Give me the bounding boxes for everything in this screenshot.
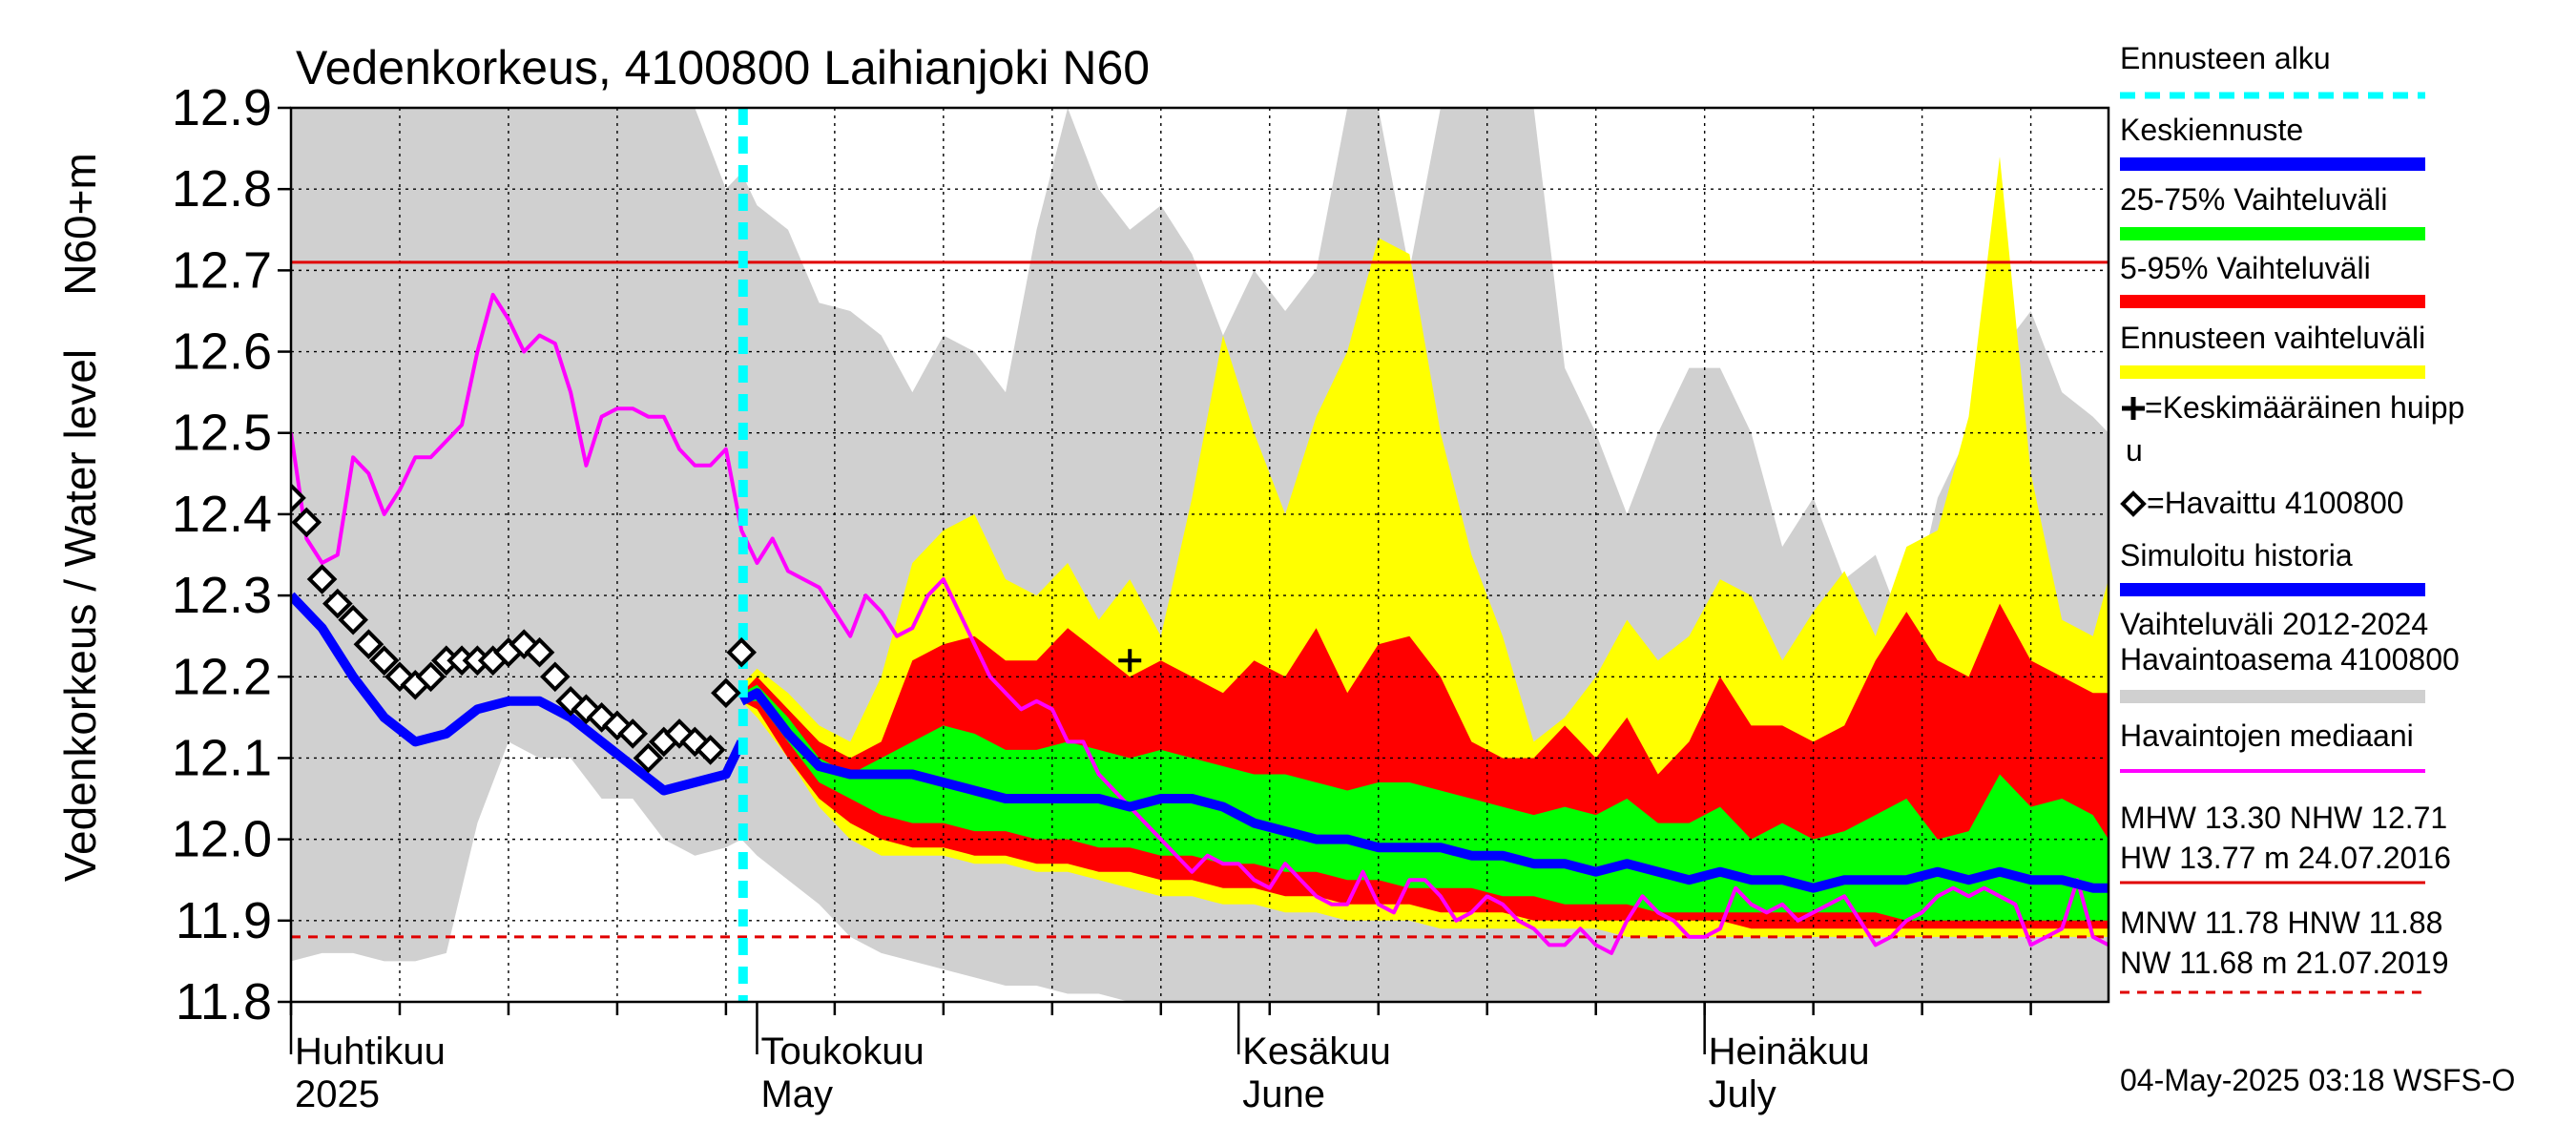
- y-tick-label: 12.1: [172, 729, 272, 786]
- observed-point: [368, 645, 400, 677]
- stats-line: MHW 13.30 NHW 12.71: [2120, 801, 2447, 835]
- legend-label: =Havaittu 4100800: [2147, 486, 2404, 520]
- legend-label: Havaintojen mediaani: [2120, 718, 2414, 753]
- month-label-fi: Heinäkuu: [1709, 1030, 1870, 1072]
- observed-point: [509, 629, 540, 660]
- observed-point: [586, 702, 617, 733]
- observed-point: [633, 742, 664, 774]
- y-tick-label: 12.3: [172, 567, 272, 624]
- observed-point: [322, 588, 353, 619]
- observed-point: [306, 564, 338, 594]
- y-tick-label: 12.5: [172, 405, 272, 462]
- mean-peak-marker: [1118, 649, 1142, 673]
- plot-area: [289, 106, 2110, 1004]
- legend-label: Ennusteen alku: [2120, 41, 2331, 75]
- y-tick-label: 12.0: [172, 811, 272, 868]
- footer-timestamp: 04-May-2025 03:18 WSFS-O: [2120, 1063, 2515, 1097]
- y-tick-label: 12.4: [172, 486, 272, 543]
- legend-plus-icon: [2122, 397, 2145, 420]
- observed-point: [338, 604, 368, 635]
- observed-point: [291, 483, 306, 513]
- plot-frame: [289, 106, 2110, 1004]
- legend-label: Simuloitu historia: [2120, 538, 2353, 572]
- series-Keskiennuste: [738, 688, 2109, 893]
- series-Havaintojen mediaani: [291, 292, 2109, 955]
- month-label-en: July: [1709, 1073, 1776, 1115]
- legend-diamond-icon: [2120, 490, 2147, 517]
- legend-label: u: [2126, 433, 2143, 468]
- observed-point: [415, 661, 447, 693]
- y-axis-unit: N60+m: [55, 153, 105, 296]
- y-tick-label: 12.8: [172, 160, 272, 218]
- legend-label: Vaihteluväli 2012-2024: [2120, 607, 2428, 641]
- observed-point: [726, 636, 758, 668]
- observed-point: [524, 636, 555, 668]
- legend-label: 5-95% Vaihteluväli: [2120, 251, 2371, 285]
- observed-point: [539, 661, 571, 693]
- month-label-fi: Kesäkuu: [1242, 1030, 1391, 1072]
- observed-point: [602, 710, 633, 741]
- observed-point: [291, 507, 322, 538]
- legend-label: Ennusteen vaihteluväli: [2120, 321, 2425, 355]
- observed-point: [695, 735, 726, 765]
- y-tick-label: 12.7: [172, 241, 272, 299]
- y-tick-label: 12.9: [172, 79, 272, 136]
- legend-label: =Keskimääräinen huipp: [2145, 390, 2464, 425]
- stats-line: HW 13.77 m 24.07.2016: [2120, 841, 2451, 875]
- chart-title: Vedenkorkeus, 4100800 Laihianjoki N60: [296, 41, 1150, 94]
- y-tick-label: 12.2: [172, 648, 272, 705]
- y-axis-label: Vedenkorkeus / Water level: [55, 349, 105, 882]
- legend-label: 25-75% Vaihteluväli: [2120, 182, 2387, 217]
- month-label-en: 2025: [295, 1073, 380, 1115]
- y-tick-label: 11.8: [176, 973, 272, 1030]
- plot-layer: [291, 108, 2109, 1002]
- series-Simuloitu historia: [291, 592, 746, 796]
- month-label-fi: Huhtikuu: [295, 1030, 446, 1072]
- y-tick-label: 12.6: [172, 323, 272, 381]
- month-label-en: June: [1242, 1073, 1325, 1115]
- band-25-75% Vaihteluväli: [741, 684, 2109, 921]
- stats-line: NW 11.68 m 21.07.2019: [2120, 946, 2449, 980]
- stats-line: MNW 11.78 HNW 11.88: [2120, 906, 2442, 940]
- y-tick-labels: 12.9 12.8 12.7 12.6 12.5 12.4 12.3 12.2 12.1 12.0…: [172, 79, 291, 1030]
- month-label-en: May: [760, 1073, 833, 1115]
- observed-point: [617, 718, 649, 749]
- legend-label: Havaintoasema 4100800: [2120, 642, 2460, 677]
- legend: Ennusteen alku Keskiennuste 25-75% Vaihtel…: [2120, 41, 2464, 994]
- legend-label: Keskiennuste: [2120, 113, 2303, 147]
- month-label-fi: Toukokuu: [760, 1030, 924, 1072]
- observed-point: [711, 677, 741, 709]
- observed-point: [353, 629, 384, 660]
- y-tick-label: 11.9: [176, 892, 272, 949]
